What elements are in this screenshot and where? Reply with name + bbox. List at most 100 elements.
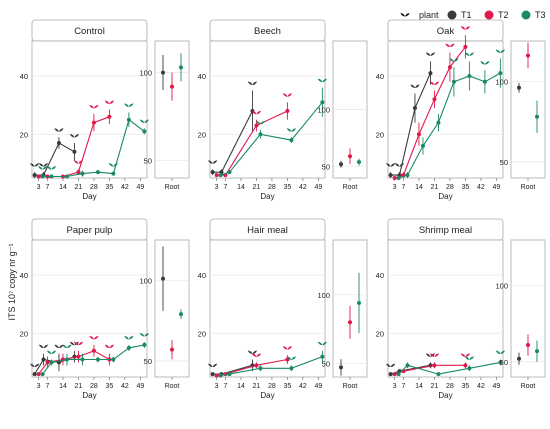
- panel-title: Hair meal: [247, 225, 288, 236]
- root-y-tick-label: 50: [144, 156, 152, 165]
- data-point: [41, 357, 46, 362]
- x-tick-label: 35: [106, 184, 114, 191]
- panel-plot-frame: [209, 40, 326, 179]
- plant-marker-icon: [69, 134, 79, 138]
- data-point: [388, 173, 393, 178]
- legend-label-t3: T3: [535, 10, 546, 20]
- series-t3: [218, 78, 327, 178]
- plant-marker-icon: [247, 81, 257, 86]
- data-point: [142, 342, 147, 347]
- x-tick-label: 42: [477, 184, 485, 191]
- data-point: [467, 73, 472, 78]
- data-point: [289, 366, 294, 371]
- plant-marker-icon: [247, 350, 257, 355]
- plant-marker-icon: [282, 346, 292, 350]
- y-tick-label: 40: [20, 72, 28, 81]
- root-y-tick-label: 100: [317, 291, 330, 300]
- root-point: [517, 356, 521, 361]
- data-point: [32, 173, 37, 178]
- data-point: [436, 120, 441, 125]
- legend-marker-t2: [484, 10, 494, 20]
- x-tick-label: 28: [446, 184, 454, 191]
- plant-marker-icon: [410, 84, 420, 88]
- plant-marker-icon: [38, 163, 48, 167]
- root-point: [357, 301, 361, 306]
- data-point: [91, 348, 96, 353]
- x-tick-label: 14: [237, 184, 245, 191]
- x-tick-label: 21: [253, 383, 261, 390]
- root-point: [535, 114, 539, 119]
- legend-marker-t1: [447, 10, 457, 20]
- x-tick-label: 14: [415, 383, 423, 390]
- panel-oak: Oak 20 40 3 7 14 21 28 35 42 49 Day 50 100 Root: [376, 19, 546, 201]
- panel-shrimp-meal: Shrimp meal 20 40 3 7 14 21 28 35 42 49 Day 50 100 Roo…: [376, 218, 546, 400]
- data-point: [218, 373, 223, 378]
- legend-plant-label: plant: [419, 10, 439, 20]
- x-tick-label: 14: [237, 383, 245, 390]
- data-point: [126, 345, 131, 350]
- y-tick-label: 40: [198, 72, 206, 81]
- series-t1: [386, 52, 435, 178]
- data-point: [214, 173, 219, 178]
- plant-marker-icon: [62, 344, 72, 349]
- x-axis-title: Day: [260, 391, 274, 400]
- plant-marker-icon: [73, 341, 83, 346]
- plant-marker-icon: [251, 110, 261, 115]
- x-axis-title: Day: [82, 391, 96, 400]
- y-tick-label: 40: [376, 72, 384, 81]
- x-tick-label: 3: [215, 184, 219, 191]
- data-point: [210, 170, 215, 175]
- panel-plot-frame: [387, 239, 504, 378]
- plant-marker-icon: [251, 353, 261, 357]
- data-point: [64, 174, 69, 179]
- legend-plant-icon: [400, 13, 410, 17]
- x-tick-label: 49: [136, 184, 144, 191]
- plant-marker-icon: [449, 58, 459, 62]
- data-point: [498, 71, 503, 76]
- data-point: [64, 357, 69, 362]
- data-point: [36, 372, 41, 377]
- root-x-label: Root: [521, 383, 536, 390]
- x-tick-label: 21: [431, 184, 439, 191]
- data-point: [126, 117, 131, 122]
- x-tick-label: 14: [59, 383, 67, 390]
- root-y-tick-label: 100: [495, 77, 508, 86]
- y-tick-label: 20: [376, 130, 384, 139]
- data-point: [45, 360, 50, 365]
- y-tick-label: 40: [376, 271, 384, 280]
- root-y-tick-label: 100: [317, 106, 330, 115]
- x-tick-label: 3: [393, 184, 397, 191]
- data-point: [111, 357, 116, 362]
- root-y-tick-label: 50: [500, 358, 508, 367]
- root-point: [348, 154, 352, 159]
- x-tick-label: 14: [59, 184, 67, 191]
- plant-marker-icon: [104, 344, 114, 349]
- x-tick-label: 49: [314, 383, 322, 390]
- series-line: [38, 350, 110, 375]
- data-point: [254, 123, 259, 128]
- x-tick-label: 49: [136, 383, 144, 390]
- data-point: [142, 129, 147, 134]
- series-line: [42, 344, 145, 375]
- data-point: [49, 360, 54, 365]
- root-y-tick-label: 50: [144, 357, 152, 366]
- root-y-tick-label: 100: [139, 276, 152, 285]
- root-y-tick-label: 100: [139, 69, 152, 78]
- y-tick-label: 20: [20, 329, 28, 338]
- plant-marker-icon: [425, 52, 435, 56]
- x-tick-label: 3: [37, 184, 41, 191]
- plant-marker-icon: [54, 344, 64, 349]
- x-tick-label: 42: [299, 184, 307, 191]
- data-point: [451, 79, 456, 84]
- x-tick-label: 7: [46, 184, 50, 191]
- plant-marker-icon: [429, 81, 439, 86]
- root-plot-frame: [510, 239, 546, 378]
- data-point: [420, 143, 425, 148]
- plant-marker-icon: [104, 100, 114, 104]
- panel-title: Oak: [437, 26, 455, 37]
- x-tick-label: 42: [477, 383, 485, 390]
- x-tick-label: 7: [224, 184, 228, 191]
- panel-title: Shrimp meal: [419, 225, 472, 236]
- plant-marker-icon: [286, 356, 296, 360]
- data-point: [72, 149, 77, 154]
